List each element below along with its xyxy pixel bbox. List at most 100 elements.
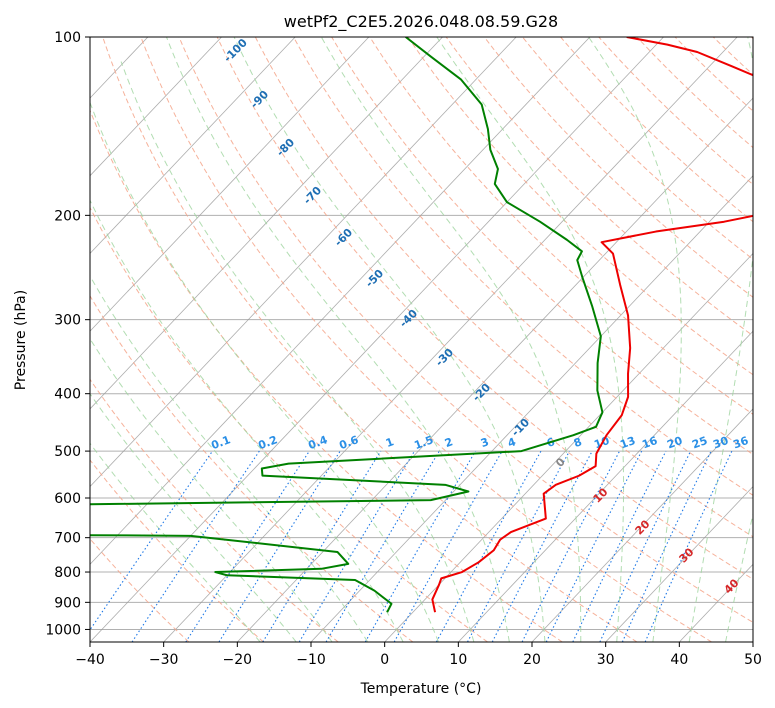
y-tick-label: 200	[54, 208, 81, 224]
moist-adiabat-label: 10	[591, 485, 611, 505]
mixing-ratio-line	[364, 450, 476, 642]
mixing-ratio-label: 13	[618, 434, 637, 451]
axis-ticks: −40 −30 −20 −10 0 10 20 30 40 50 100 200 300 400 500 60…	[45, 30, 762, 668]
y-axis-label: Pressure (hPa)	[13, 290, 29, 390]
mixing-ratio-line	[467, 450, 570, 642]
isotherm-line	[458, 330, 753, 642]
chart-title: wetPf2_C2E5.2026.048.08.59.G28	[284, 12, 558, 32]
isotherm-line	[90, 37, 370, 332]
plot-frame	[89, 36, 754, 643]
mixing-ratio-label: 20	[665, 434, 684, 452]
moist-adiabat-line	[762, 37, 775, 642]
mixing-ratio-label: 1	[384, 435, 396, 450]
isotherm-line	[0, 37, 1, 642]
y-tick-label: 600	[54, 491, 81, 507]
y-tick-label: 400	[54, 387, 81, 403]
moist-adiabat-label: 20	[633, 517, 653, 537]
x-tick-label: 10	[449, 652, 467, 668]
moist-adiabat-line	[436, 37, 625, 642]
mixing-ratio-line	[262, 450, 382, 642]
moist-adiabat-line	[688, 37, 753, 642]
dewpoint-profile-line	[90, 37, 604, 613]
mixing-ratio-line	[298, 450, 415, 642]
mixing-ratio-label: 36	[731, 434, 750, 452]
dry-adiabat-line	[636, 37, 753, 149]
dry-adiabat-label: -20	[470, 381, 493, 404]
mixing-ratio-line	[621, 450, 712, 642]
isotherm-line	[679, 563, 753, 642]
dry-adiabat-label: -60	[332, 226, 355, 249]
moist-adiabat-line	[90, 274, 369, 642]
dry-adiabat-line	[216, 37, 753, 580]
temperature-profile-line	[431, 37, 753, 613]
mixing-ratio-label: 8	[572, 435, 584, 450]
x-tick-label: 50	[744, 652, 762, 668]
mixing-ratio-label: 25	[690, 434, 709, 451]
mixing-ratio-label: 16	[640, 434, 659, 452]
profile-lines	[90, 37, 753, 613]
dry-adiabat-line	[140, 37, 712, 642]
dry-adiabat-line	[293, 37, 753, 496]
moist-adiabat-line	[320, 37, 582, 642]
dry-adiabat-line	[407, 37, 753, 376]
dry-adiabat-label: -80	[274, 136, 297, 159]
mixing-ratio-line	[393, 450, 503, 642]
mixing-ratio-label: 30	[711, 434, 730, 452]
x-tick-label: 30	[597, 652, 615, 668]
mixing-ratio-label: 3	[479, 435, 491, 450]
x-tick-label: −20	[223, 652, 253, 668]
y-tick-label: 800	[54, 565, 81, 581]
moist-adiabat-line	[588, 37, 682, 642]
moist-adiabat-line	[233, 37, 546, 642]
mixing-ratio-line	[435, 450, 542, 642]
isotherm-line	[90, 37, 443, 410]
x-tick-label: −30	[149, 652, 179, 668]
moist-adiabat-line	[90, 199, 404, 642]
mixing-ratio-line	[572, 450, 667, 642]
dry-adiabat-line	[90, 109, 563, 642]
isotherm-line	[310, 175, 753, 642]
dry-adiabat-line	[90, 459, 264, 642]
dry-adiabat-line	[102, 37, 638, 642]
isotherm-line	[90, 37, 222, 177]
dry-adiabat-line	[254, 37, 753, 538]
dry-adiabat-line	[560, 37, 753, 223]
dry-adiabat-line	[178, 37, 753, 623]
mixing-ratio-line	[599, 450, 692, 642]
isotherm-line	[237, 97, 753, 642]
dry-adiabat-line	[90, 206, 488, 642]
isotherm-line	[90, 37, 517, 488]
moist-adiabat-line	[166, 37, 510, 642]
mixing-ratio-line	[185, 450, 310, 642]
dry-adiabat-label: -30	[433, 346, 456, 369]
mixing-ratio-label: 2	[443, 435, 455, 450]
y-tick-label: 1000	[45, 622, 81, 638]
mixing-ratio-line	[644, 450, 733, 642]
x-tick-label: 0	[380, 652, 389, 668]
isotherm-line	[163, 37, 738, 642]
dry-adiabat-label: -70	[301, 184, 324, 207]
moist-adiabat-line	[90, 442, 261, 642]
mixing-ratio-label: 4	[506, 435, 518, 450]
dry-adiabat-line	[483, 37, 753, 298]
isotherm-line	[384, 252, 753, 642]
dry-adiabat-line	[331, 37, 753, 456]
dry-adiabat-line	[90, 378, 339, 642]
mixing-ratio-line	[90, 450, 213, 631]
x-tick-label: −40	[75, 652, 105, 668]
mixing-ratio-line	[491, 450, 593, 642]
isotherm-line	[531, 408, 753, 642]
moist-adiabat-line	[725, 512, 753, 642]
moist-adiabat-label: 30	[677, 545, 697, 565]
mixing-ratio-label: 1.5	[412, 433, 435, 452]
moist-adiabat-line	[120, 61, 475, 642]
x-tick-label: −10	[296, 652, 326, 668]
y-tick-label: 900	[54, 595, 81, 611]
dry-adiabat-line	[522, 37, 753, 260]
x-tick-label: 40	[670, 652, 688, 668]
y-tick-label: 300	[54, 313, 81, 329]
isotherm-line	[752, 641, 753, 642]
dry-adiabat-line	[751, 37, 753, 40]
dry-adiabat-label: -90	[248, 88, 271, 111]
